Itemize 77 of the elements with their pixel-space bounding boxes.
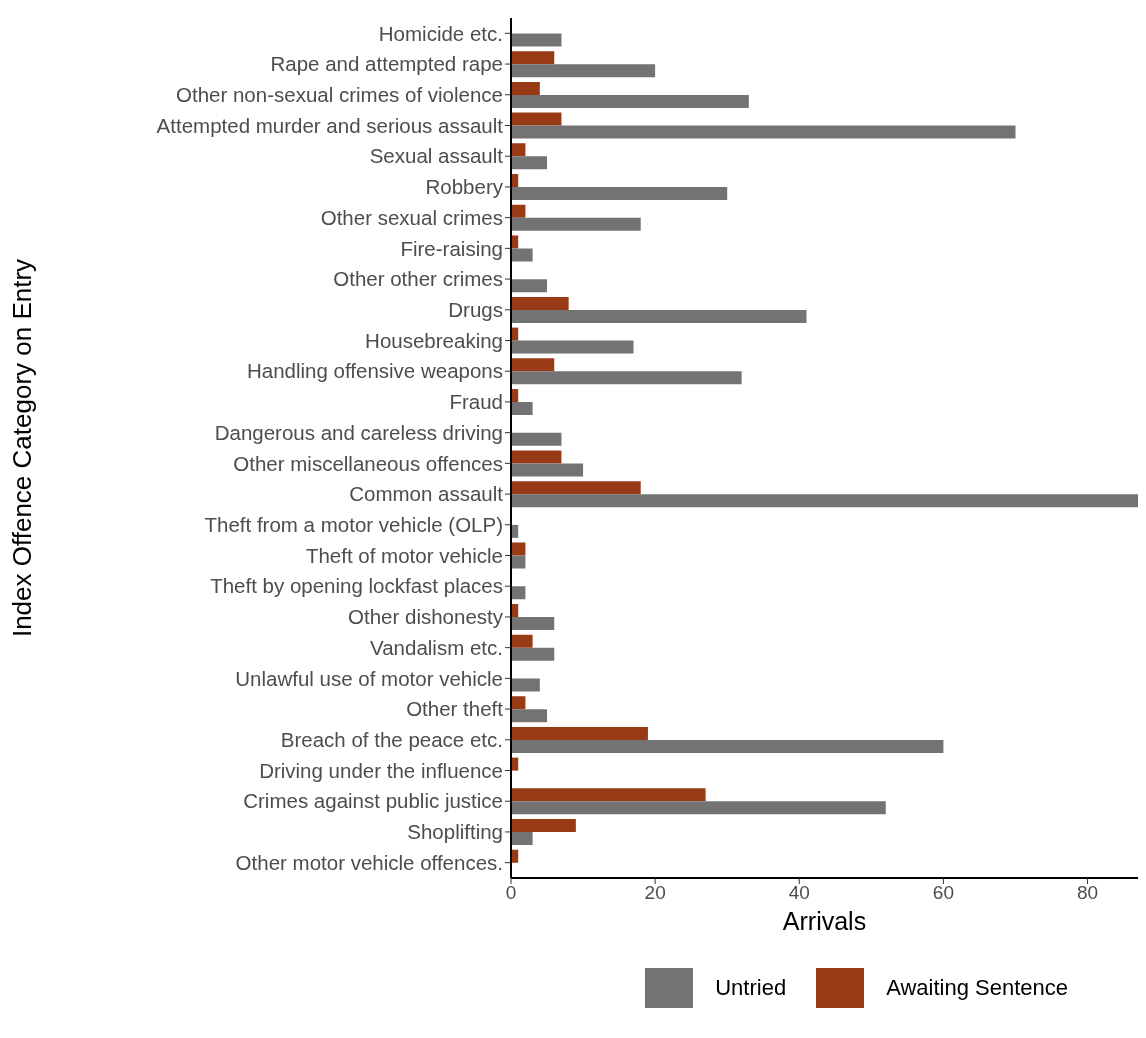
bar [511,617,555,631]
bar [511,187,728,201]
x-tick-label: 40 [788,882,810,904]
y-tick-label: Other miscellaneous offences [233,451,503,475]
bar [511,279,548,293]
bar [511,647,555,661]
x-tick-label: 0 [505,882,517,904]
bar [511,634,533,648]
x-tick-label: 20 [644,882,666,904]
bar [511,94,749,108]
y-tick-label: Fraud [449,390,503,414]
y-tick-label: Other sexual crimes [320,205,503,229]
y-tick-label: Robbery [425,175,504,199]
y-tick-label: Attempted murder and serious assault [156,113,504,137]
bar [511,819,576,833]
y-tick-label: Other other crimes [333,267,503,291]
y-tick-label: Unlawful use of motor vehicle [235,666,503,690]
bar [511,542,526,556]
y-tick-label: Vandalism etc. [370,635,503,659]
bar [511,402,533,416]
y-tick-label: Other motor vehicle offences. [235,850,503,874]
y-tick-label: Sexual assault [369,144,504,168]
bar [511,696,526,710]
bar [511,450,562,464]
bar [511,143,526,157]
bar [511,739,944,753]
bar [511,832,533,846]
bar [511,125,1016,139]
y-axis-title: Index Offence Category on Entry [7,258,38,638]
x-tick-label: 60 [932,882,954,904]
y-tick-label: Breach of the peace etc. [280,728,503,752]
y-tick-label: Dangerous and careless driving [214,420,503,444]
y-tick-label: Driving under the influence [259,758,503,782]
bar [511,156,548,170]
y-tick-label: Theft by opening lockfast places [210,574,503,598]
y-tick-label: Drugs [448,298,503,322]
bar [511,481,641,495]
bar [511,801,886,815]
y-tick-label: Homicide etc. [378,21,503,45]
bar [511,340,634,354]
bar [511,358,555,372]
x-tick-label: 80 [1076,882,1099,904]
y-tick-label: Shoplifting [407,820,503,844]
bar [511,33,562,47]
y-tick-label: Theft from a motor vehicle (OLP) [204,513,503,537]
y-tick-label: Other non-sexual crimes of violence [175,83,503,107]
bar [511,463,584,477]
bar [511,296,569,310]
y-tick-label: Theft of motor vehicle [305,543,503,567]
bar [511,432,562,446]
bar [511,726,648,740]
bar [511,217,641,231]
bar [511,678,540,692]
bar [511,81,540,95]
bar [511,204,526,218]
y-tick-label: Common assault [349,482,504,506]
y-tick-label: Housebreaking [365,328,503,352]
bar [511,788,706,802]
bar [511,494,1138,508]
y-tick-label: Fire-raising [400,236,503,260]
y-tick-label: Rape and attempted rape [270,52,503,76]
bar [511,586,526,600]
bar [511,248,533,262]
bar [511,371,742,385]
y-tick-label: Other theft [406,697,504,721]
bar [511,51,555,65]
y-tick-label: Other dishonesty [348,605,504,629]
bar [511,309,807,323]
x-axis-title: Arrivals [782,907,867,935]
bar [511,709,548,723]
bar [511,555,526,569]
y-tick-label: Crimes against public justice [243,789,503,813]
legend-label: Untried [715,975,787,1001]
bar [511,64,656,78]
bar [511,112,562,126]
legend-label: Awaiting Sentence [886,975,1068,1001]
y-tick-label: Handling offensive weapons [246,359,503,383]
